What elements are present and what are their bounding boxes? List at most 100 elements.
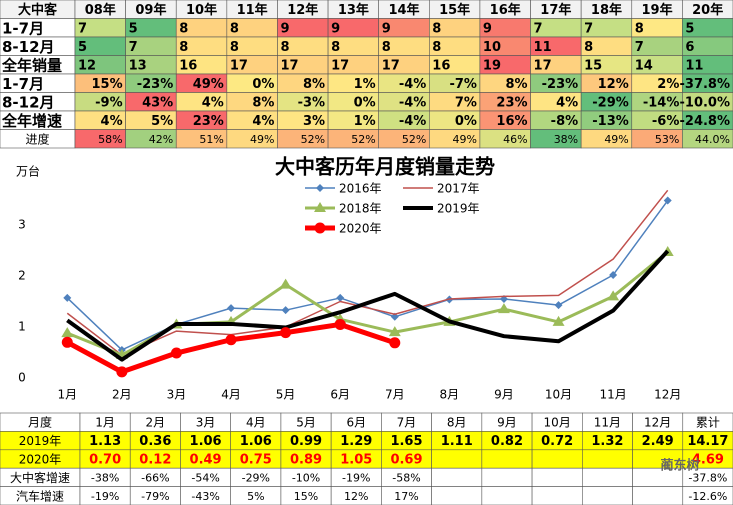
cell-text: 8 [382,40,391,55]
cell-text: 16 [432,58,450,73]
header-text: 9月 [497,416,517,430]
cell-text: 0.69 [390,453,422,468]
x-tick-label: 11月 [599,388,626,402]
header-text: 1月 [95,416,115,430]
cell-text: -3% [298,95,325,110]
cell-text: -4% [399,95,426,110]
header-text: 10年 [186,2,217,18]
header-text: 5月 [296,416,316,430]
cell [481,449,533,469]
cell-text: 4% [252,114,274,129]
cell-text: 12% [598,77,629,92]
cell-text: 23% [496,95,527,110]
cell-text: -19% [342,471,370,484]
cell-text: 15% [91,77,122,92]
cell-text: 1.05 [340,453,372,468]
cell-text: 16% [496,114,527,129]
heat-cell [682,129,733,149]
cell-text: 0% [455,114,477,129]
cell-text: 17 [280,58,298,73]
cell-text: 7 [534,21,543,36]
point [63,293,72,302]
cell-text: 4% [101,114,123,129]
cell-text: 0.36 [139,434,171,449]
header-text: 11月 [594,416,621,430]
cell-text: 14 [635,58,653,73]
x-tick-label: 2月 [112,388,132,402]
cell-text: 8 [331,40,340,55]
cell-text: 49% [250,133,274,146]
point [552,315,565,326]
cell-text: 0% [354,95,376,110]
cell-text: 4% [202,95,224,110]
point [663,196,672,205]
x-tick-label: 9月 [494,388,514,402]
point [280,327,292,339]
cell-text: 5% [247,490,264,503]
cell-text: 52% [351,133,375,146]
header-text: 17年 [540,2,571,18]
cell-text: 5 [685,21,694,36]
cell-text: 8 [280,40,289,55]
cell-text: 58% [98,133,122,146]
cell-text: 11 [534,40,552,55]
cell-text: 51% [199,133,223,146]
header-text: 12月 [644,416,671,430]
chart-title: 大中客历年月度销量走势 [275,155,495,179]
point [336,293,345,302]
row-label: 8-12月 [2,93,55,111]
cell-text: -66% [141,471,169,484]
cell-text: -14% [643,95,680,110]
cell-text: 23% [193,114,224,129]
cell-text: 42% [149,133,173,146]
cell-text: 53% [655,133,679,146]
header-text: 15年 [439,2,470,18]
cell-text: 0% [252,77,274,92]
cell-text: 8% [505,77,527,92]
cell-text: 1% [354,114,376,129]
cell-text: 10 [483,40,501,55]
header-text: 08年 [85,2,116,18]
cell-text: 49% [452,133,476,146]
series-line [66,189,669,356]
row-label: 大中客增速 [10,470,70,485]
cell-text: 4.69 [692,453,724,468]
cell-text: 9 [331,21,340,36]
cell-text: 2% [657,77,679,92]
watermark: 蔺东树 [660,458,699,474]
point [607,290,620,301]
cell-text: -37.8% [688,471,727,484]
point [334,318,346,330]
cell-text: 8 [584,40,593,55]
point [61,327,74,338]
cell-text: 8% [303,77,325,92]
line-chart: 大中客历年月度销量走势 万台 0 1 2 3 1月 2月 3月 4月 5月 6月 7月 8月 9月 10月… [16,155,681,402]
cell-text: 5 [129,21,138,36]
cell-text: 14.17 [687,434,728,449]
cell-text: 0.82 [491,434,523,449]
legend-marker [316,184,324,192]
cell-text: 8 [432,21,441,36]
header-text: 月度 [28,415,52,430]
y-tick-label: 2 [18,269,26,283]
cell [431,467,483,487]
cell-text: 0.89 [290,453,322,468]
series-line [66,249,670,362]
cell-text: -37.8% [680,77,731,92]
cell [632,486,684,505]
cell-text: -6% [652,114,679,129]
header-text: 12年 [287,2,318,18]
cell-text: 1.29 [340,434,372,449]
cell-text: 19 [483,58,501,73]
x-tick-label: 10月 [545,388,572,402]
cell [582,486,633,505]
legend-label: 2019年 [437,202,480,216]
cell-text: 15 [584,58,602,73]
header-text: 13年 [338,2,369,18]
cell-text: 6 [685,40,694,55]
header-text: 16年 [490,2,521,18]
header-text: 20年 [692,2,723,18]
legend-marker [314,202,326,212]
cell-text: 8 [635,21,644,36]
cell-text: -38% [91,471,119,484]
